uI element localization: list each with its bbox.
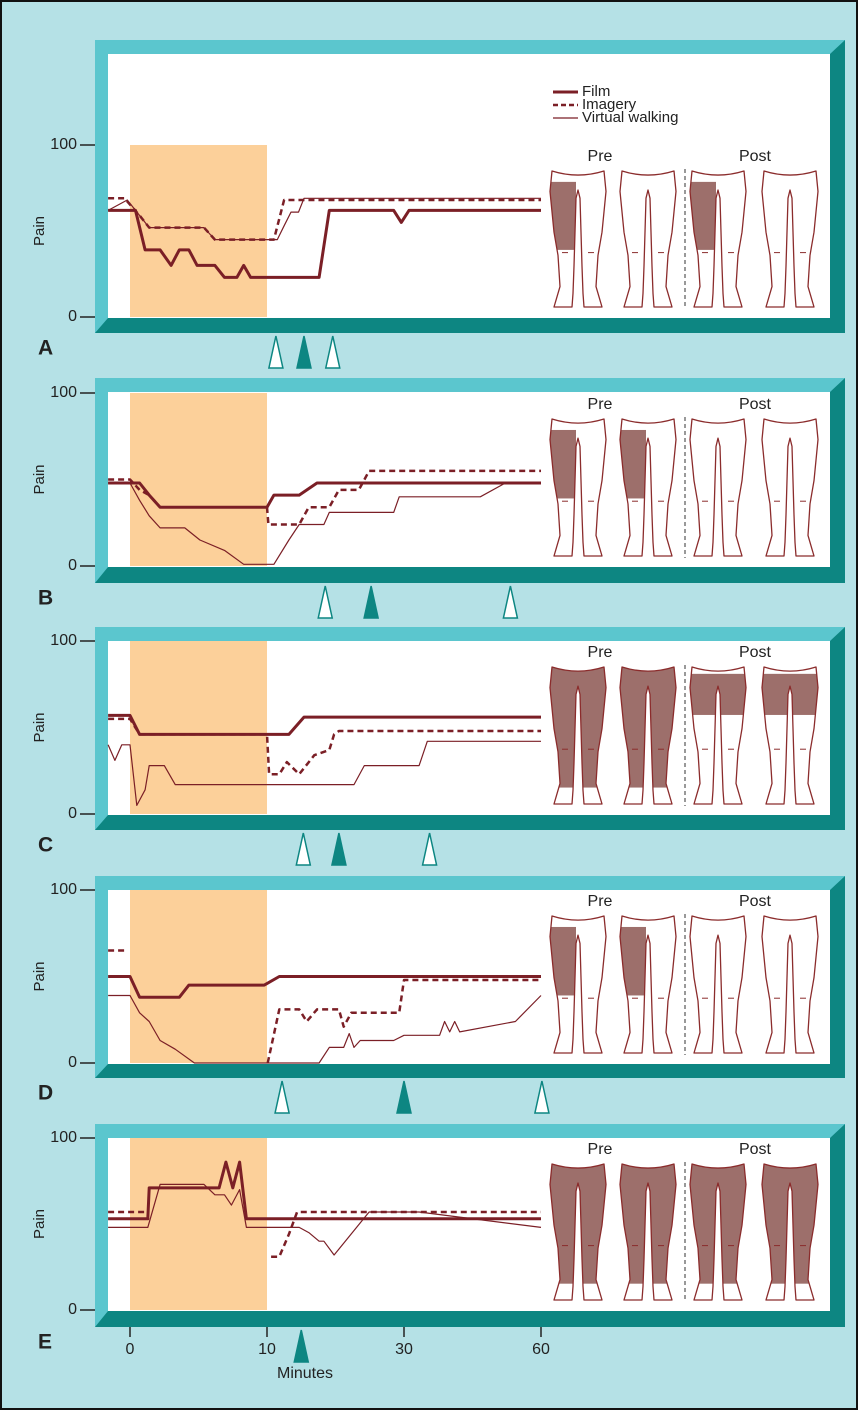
y-tick-label: 100 <box>50 881 77 898</box>
y-axis-label: Pain <box>31 1209 48 1239</box>
time-marker <box>330 832 347 866</box>
series-line <box>108 1160 541 1221</box>
legend-label: Imagery <box>582 96 637 113</box>
figure-label: Pre <box>588 1141 613 1158</box>
body-outline <box>619 666 677 805</box>
x-tick-label: 10 <box>258 1341 276 1358</box>
body-outline <box>689 915 747 1054</box>
figure-label: Pre <box>588 148 613 165</box>
figure-label: Post <box>739 893 772 910</box>
figure-label: Post <box>739 148 772 165</box>
body-outline <box>689 1163 747 1301</box>
time-marker <box>293 1329 310 1363</box>
y-tick-label: 100 <box>50 384 77 401</box>
series-line <box>107 740 541 806</box>
body-outline <box>619 418 677 557</box>
time-marker <box>317 585 334 619</box>
series-line <box>108 1183 542 1256</box>
legend-label: Virtual walking <box>582 109 678 126</box>
series-line <box>108 197 541 241</box>
body-outline <box>549 1163 607 1301</box>
y-tick-label: 100 <box>50 632 77 649</box>
panel-label: A <box>38 337 53 360</box>
figure-label: Pre <box>588 893 613 910</box>
series-line <box>108 208 541 279</box>
time-marker <box>363 585 380 619</box>
series-line <box>108 949 541 1064</box>
time-marker <box>502 585 519 619</box>
highlight-band <box>130 145 267 317</box>
body-outline <box>619 915 677 1054</box>
series-line <box>108 994 542 1064</box>
y-tick-label: 100 <box>50 1129 77 1146</box>
highlight-band <box>130 393 267 566</box>
time-marker <box>296 335 312 369</box>
body-outline <box>549 915 607 1054</box>
time-marker <box>324 335 341 369</box>
y-axis-label: Pain <box>31 216 48 246</box>
body-outline <box>549 666 607 805</box>
highlight-band <box>130 641 267 814</box>
figure-label: Post <box>739 1141 772 1158</box>
x-tick-label: 60 <box>532 1341 550 1358</box>
time-marker <box>533 1080 550 1114</box>
body-outline <box>549 170 607 308</box>
body-outline <box>549 418 607 557</box>
body-figure <box>762 916 818 1053</box>
y-tick-label: 100 <box>50 136 77 153</box>
series-line <box>108 1210 541 1258</box>
body-outline <box>689 418 747 557</box>
panel-label: D <box>38 1082 53 1105</box>
figure-label: Post <box>739 644 772 661</box>
body-figure <box>762 171 818 307</box>
series-line <box>108 717 541 776</box>
legend-label: Film <box>582 83 610 100</box>
body-outline <box>689 170 747 308</box>
time-marker <box>267 335 284 369</box>
y-axis-label: Pain <box>31 464 48 494</box>
series-line <box>108 469 541 526</box>
highlight-band <box>130 1138 267 1310</box>
y-tick-label: 0 <box>68 557 77 574</box>
highlight-band <box>130 890 267 1063</box>
y-axis-label: Pain <box>31 712 48 742</box>
body-outline <box>761 915 819 1054</box>
y-tick-label: 0 <box>68 308 77 325</box>
series-line <box>108 482 541 565</box>
panel-label: E <box>38 1331 52 1354</box>
y-axis-label: Pain <box>31 961 48 991</box>
body-figure <box>690 916 746 1053</box>
body-outline <box>619 170 677 308</box>
y-tick-label: 0 <box>68 805 77 822</box>
body-outline <box>761 666 819 805</box>
time-marker <box>295 832 312 866</box>
series-line <box>107 197 541 241</box>
time-marker <box>274 1080 291 1114</box>
body-outline <box>761 170 819 308</box>
body-outline <box>689 666 747 805</box>
x-tick-label: 30 <box>395 1341 413 1358</box>
figure-label: Post <box>739 396 772 413</box>
body-figure <box>620 171 676 307</box>
figure-label: Pre <box>588 396 613 413</box>
body-figure <box>762 419 818 556</box>
body-outline <box>761 418 819 557</box>
panel-label: C <box>38 834 53 857</box>
time-marker <box>421 832 438 866</box>
x-tick-label: 0 <box>126 1341 135 1358</box>
x-axis-label: Minutes <box>277 1365 333 1382</box>
body-outline <box>761 1163 819 1301</box>
panel-label: B <box>38 587 53 610</box>
y-tick-label: 0 <box>68 1301 77 1318</box>
time-marker <box>396 1080 412 1114</box>
y-tick-label: 0 <box>68 1054 77 1071</box>
figure-label: Pre <box>588 644 613 661</box>
body-outline <box>619 1163 677 1301</box>
body-figure <box>690 419 746 556</box>
series-line <box>108 975 541 999</box>
